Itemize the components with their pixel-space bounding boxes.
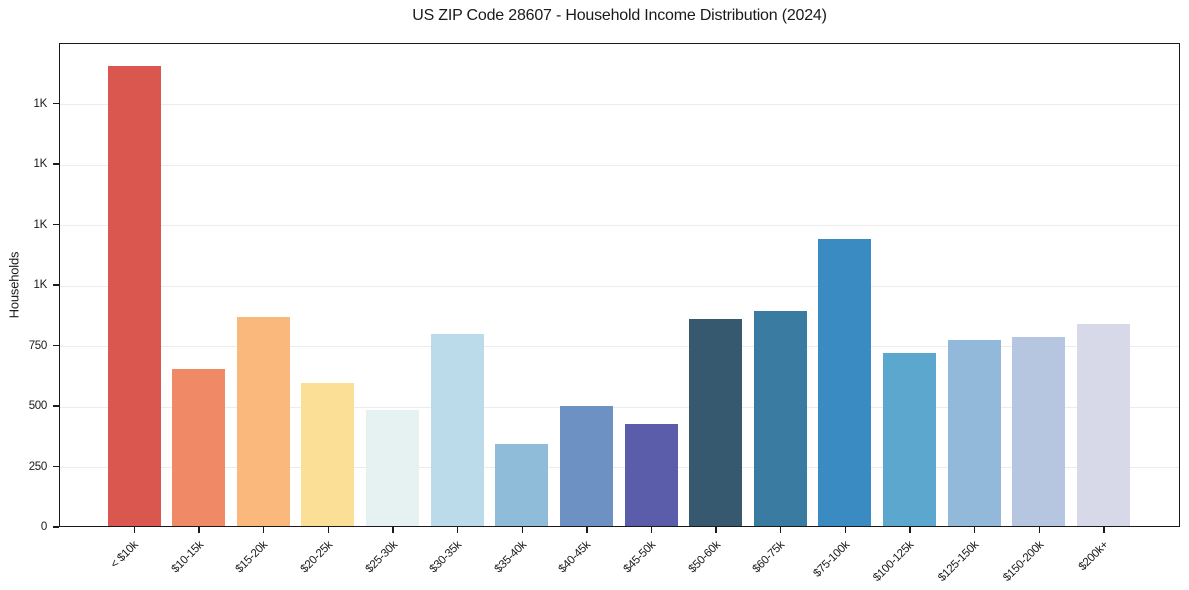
y-tick-mark: [53, 526, 59, 528]
x-tick-label: $40-45k: [557, 539, 594, 576]
x-tick-mark: [715, 527, 717, 533]
x-tick-label: $200k+: [1076, 539, 1111, 574]
x-tick-label: $10-15k: [169, 539, 206, 576]
gridline: [60, 467, 1179, 468]
gridline: [60, 164, 1179, 166]
x-tick-mark: [650, 527, 653, 533]
x-tick-mark: [844, 527, 847, 533]
x-tick-mark: [133, 527, 136, 533]
y-tick-label: 1K: [33, 218, 48, 231]
x-tick-label: $125-150k: [936, 539, 982, 585]
gridline: [60, 346, 1179, 347]
x-tick-label: $150-200k: [1000, 539, 1046, 585]
gridline: [60, 285, 1179, 287]
bar-$40-45k: [559, 406, 613, 526]
bar-$30-35k: [430, 333, 484, 526]
x-tick-mark: [586, 527, 588, 533]
y-tick-mark: [53, 405, 59, 407]
bar-$100-125k: [883, 352, 937, 526]
x-tick-label: $15-20k: [233, 539, 271, 576]
plot-area: [59, 43, 1180, 527]
gridline: [60, 104, 1179, 105]
x-tick-mark: [1103, 527, 1105, 533]
x-tick-mark: [1038, 527, 1040, 533]
y-tick-mark: [53, 102, 59, 105]
y-tick-label: 500: [28, 400, 48, 412]
x-tick-mark: [198, 527, 200, 533]
y-tick-mark: [53, 163, 59, 165]
bar-$125-150k: [947, 339, 1001, 526]
x-tick-label: $50-60k: [686, 539, 723, 576]
x-tick-mark: [973, 527, 976, 533]
y-axis: 0 250 500 750 1K 1K 1K 1K: [0, 43, 59, 533]
bar-$50-60k: [689, 319, 743, 526]
bar-< $10k: [107, 66, 161, 526]
x-axis: < $10k $10-15k $15-20k $20-25k $25-30k $30-35…: [59, 527, 1180, 589]
x-tick-label: $100-125k: [871, 539, 917, 585]
x-tick-label: $75-100k: [811, 539, 852, 580]
bar-$25-30k: [366, 409, 420, 526]
x-tick-label: $20-25k: [298, 539, 335, 576]
x-tick-mark: [909, 527, 911, 533]
bar-$45-50k: [624, 424, 678, 526]
x-tick-label: $30-35k: [427, 539, 465, 576]
bar-$200k+: [1076, 323, 1130, 526]
x-tick-mark: [392, 527, 394, 533]
y-tick-label: 1K: [33, 279, 48, 291]
y-tick-mark: [53, 223, 59, 226]
x-tick-mark: [456, 527, 459, 533]
y-tick-mark: [53, 284, 59, 286]
y-tick-mark: [53, 465, 59, 468]
x-tick-mark: [521, 527, 523, 533]
x-tick-mark: [263, 527, 265, 533]
x-tick-label: $60-75k: [750, 539, 788, 576]
x-tick-label: $45-50k: [621, 539, 659, 576]
bar-$20-25k: [301, 383, 355, 526]
chart-title: US ZIP Code 28607 - Household Income Dis…: [412, 7, 827, 24]
y-tick-label: 0: [40, 521, 47, 533]
x-tick-label: < $10k: [109, 539, 141, 571]
y-tick-label: 1K: [33, 158, 48, 170]
y-tick-mark: [53, 344, 59, 347]
bar-$10-15k: [172, 368, 226, 526]
bar-$35-40k: [495, 443, 549, 526]
bar-$60-75k: [753, 310, 807, 526]
x-tick-mark: [327, 527, 330, 533]
y-tick-label: 750: [28, 339, 48, 352]
bar-$150-200k: [1012, 337, 1066, 526]
x-tick-label: $35-40k: [492, 539, 529, 576]
x-tick-mark: [780, 527, 782, 533]
bar-$15-20k: [236, 316, 290, 526]
gridline: [60, 406, 1179, 408]
y-tick-label: 250: [28, 460, 48, 473]
gridline: [60, 225, 1179, 226]
bar-$75-100k: [818, 239, 872, 526]
x-tick-label: $25-30k: [363, 539, 400, 576]
y-tick-label: 1K: [33, 97, 48, 110]
